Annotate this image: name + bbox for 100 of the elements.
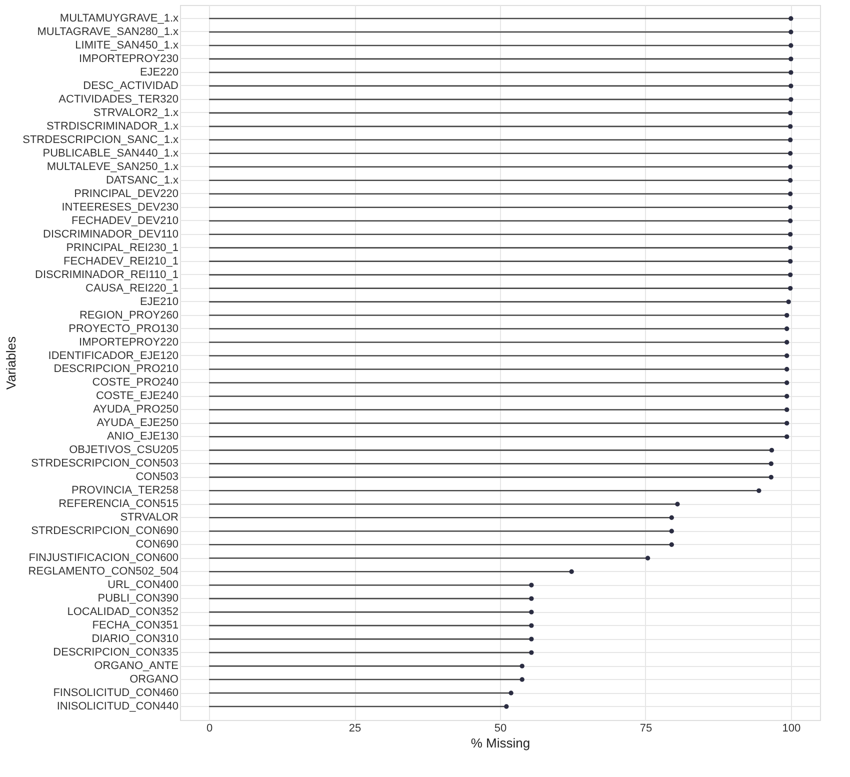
y-tick-label: INTEERESES_DEV230 (62, 201, 178, 214)
point (675, 502, 680, 506)
y-tick-label: STRDESCRIPCION_SANC_1.x (22, 134, 179, 146)
point (788, 245, 793, 250)
y-tick-label: FINJUSTIFICACION_CON600 (28, 552, 178, 564)
y-tick-label: ACTIVIDADES_TER320 (58, 93, 178, 106)
point (788, 56, 794, 62)
x-axis-title: % Missing (470, 736, 530, 750)
y-tick-label: EJE220 (140, 66, 178, 78)
point (788, 84, 794, 88)
y-tick-label: COSTE_PRO240 (92, 376, 178, 389)
y-tick-label: REFERENCIA_CON515 (58, 498, 178, 510)
y-tick-label: FINSOLICITUD_CON460 (53, 687, 178, 700)
point (768, 461, 774, 466)
y-tick-label: DISCRIMINADOR_REI110_1 (35, 268, 178, 281)
point (756, 488, 762, 493)
point (529, 623, 534, 628)
y-tick-label: MULTALEVE_SAN250_1.x (46, 160, 179, 173)
point (569, 569, 574, 574)
y-tick-label: PRINCIPAL_REI230_1 (66, 242, 178, 254)
point (788, 138, 793, 142)
point (768, 474, 774, 480)
y-tick-label: CON690 (136, 538, 178, 551)
y-tick-label: IMPORTEPROY220 (79, 336, 178, 348)
point (788, 30, 794, 34)
point (784, 353, 790, 358)
point (788, 232, 793, 237)
y-tick-label: DESCRIPCION_PRO210 (54, 363, 178, 376)
y-tick-label: COSTE_EJE240 (96, 390, 178, 402)
y-tick-label: DIARIO_CON310 (92, 633, 178, 646)
y-tick-label: DESCRIPCION_CON335 (53, 646, 178, 659)
point (784, 366, 790, 372)
y-tick-label: ORGANO (130, 674, 179, 686)
y-tick-label: MULTAMUYGRAVE_1.x (60, 12, 179, 24)
y-tick-label: DESC_ACTIVIDAD (83, 80, 179, 92)
point (788, 151, 793, 156)
y-axis-title: Variables (4, 336, 19, 390)
point (529, 610, 534, 614)
point (784, 420, 790, 426)
x-tick-label: 25 (348, 722, 362, 734)
y-tick-label: PUBLI_CON390 (98, 592, 178, 605)
y-tick-label: AYUDA_EJE250 (96, 417, 178, 430)
y-tick-label: STRVALOR (120, 512, 179, 524)
point (788, 286, 793, 291)
y-tick-label: STRDESCRIPCION_CON503 (31, 458, 178, 470)
x-tick-label: 50 (494, 722, 507, 734)
y-tick-label: STRDISCRIMINADOR_1.x (46, 120, 179, 132)
y-tick-label: ANIO_EJE130 (106, 430, 178, 443)
y-tick-label: CON503 (136, 471, 178, 484)
y-tick-label: MULTAGRAVE_SAN280_1.x (37, 26, 179, 38)
y-tick-label: STRDESCRIPCION_CON690 (31, 525, 178, 538)
point (784, 380, 790, 386)
point (529, 582, 534, 588)
y-tick-label: IDENTIFICADOR_EJE120 (48, 350, 178, 362)
y-tick-label: URL_CON400 (108, 579, 178, 592)
point (788, 124, 793, 129)
y-tick-label: CAUSA_REI220_1 (86, 282, 178, 294)
y-tick-label: REGLAMENTO_CON502_504 (28, 566, 178, 578)
point (669, 528, 674, 534)
y-tick-label: STRVALOR2_1.x (93, 106, 179, 119)
y-tick-label: IMPORTEPROY230 (79, 52, 178, 65)
y-tick-label: PRINCIPAL_DEV220 (74, 188, 178, 200)
point (645, 556, 650, 560)
y-tick-label: FECHADEV_DEV210 (72, 214, 178, 227)
y-tick-label: LOCALIDAD_CON352 (67, 606, 178, 618)
point (788, 16, 794, 21)
point (788, 192, 793, 196)
y-tick-label: FECHA_CON351 (92, 620, 178, 632)
point (784, 407, 790, 412)
y-tick-label: PROVINCIA_TER258 (72, 484, 178, 497)
point (520, 664, 524, 668)
point (520, 677, 524, 682)
point (784, 340, 790, 345)
point (788, 218, 793, 224)
y-tick-label: PROYECTO_PRO130 (68, 322, 178, 335)
point (769, 448, 774, 453)
y-tick-label: INISOLICITUD_CON440 (56, 700, 178, 713)
point (529, 636, 534, 642)
point (788, 70, 794, 75)
point (529, 596, 534, 601)
point (788, 164, 793, 170)
point (784, 394, 790, 399)
point (788, 110, 793, 116)
point (788, 205, 793, 210)
point (669, 542, 674, 547)
y-tick-label: LIMITE_SAN450_1.x (75, 39, 179, 52)
point (504, 704, 509, 709)
point (788, 178, 793, 183)
y-tick-label: AYUDA_PRO250 (93, 404, 178, 416)
y-tick-label: DISCRIMINADOR_DEV110 (43, 228, 178, 240)
point (669, 515, 674, 520)
point (788, 43, 794, 48)
point (788, 258, 793, 264)
point (788, 97, 794, 102)
x-tick-label: 75 (640, 722, 652, 734)
x-tick-label: 100 (782, 722, 801, 734)
y-tick-label: REGION_PROY260 (79, 309, 178, 322)
y-tick-label: PUBLICABLE_SAN440_1.x (42, 147, 179, 160)
point (786, 299, 791, 304)
point (788, 272, 793, 278)
